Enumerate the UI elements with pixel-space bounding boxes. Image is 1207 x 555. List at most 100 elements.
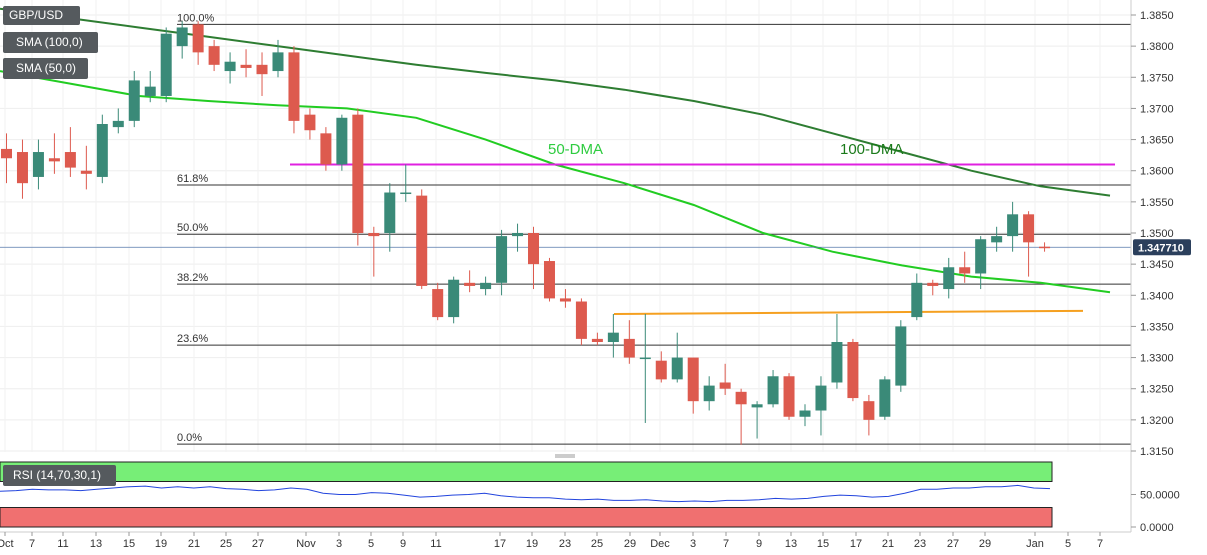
candle-body [1007, 214, 1019, 237]
legend-sma50-label: SMA (50,0) [16, 61, 77, 75]
candle-body [240, 64, 252, 68]
trend-lines [290, 163, 1115, 315]
time-tick-label: 13 [785, 538, 797, 550]
candle-body [64, 152, 76, 168]
candle-body [1023, 214, 1035, 243]
candle-body [559, 298, 571, 302]
candle-body [783, 376, 795, 417]
price-tick-label: 1.3600 [1140, 166, 1174, 178]
candle-body [591, 338, 603, 343]
legend-rsi-label: RSI (14,70,30,1) [13, 468, 102, 482]
price-tick-label: 1.3700 [1140, 103, 1174, 115]
time-tick-label: 29 [979, 538, 991, 550]
time-tick-label: 15 [123, 538, 135, 550]
candle-body [96, 124, 108, 177]
candle-body [16, 152, 28, 184]
candle-body [879, 379, 891, 417]
candle-body [895, 326, 907, 386]
candle-body [464, 282, 476, 286]
candle-body [687, 357, 699, 402]
price-tick-label: 1.3400 [1140, 290, 1174, 302]
legend-rsi[interactable]: RSI (14,70,30,1) [3, 465, 116, 486]
time-tick-label: 23 [559, 538, 571, 550]
price-tick-label: 1.3350 [1140, 321, 1174, 333]
time-tick-label: 21 [882, 538, 894, 550]
candle-body [575, 301, 587, 339]
time-tick-label: 19 [155, 538, 167, 550]
time-tick-label: 17 [850, 538, 862, 550]
candle-body [943, 267, 955, 290]
price-tick-label: 1.3800 [1140, 41, 1174, 53]
price-tick-label: 1.3650 [1140, 135, 1174, 147]
candle-body [304, 114, 316, 131]
candle-body [400, 192, 412, 195]
candle-body [448, 279, 460, 318]
candle-body [703, 385, 715, 402]
panel-separator[interactable] [0, 452, 1131, 460]
annotations: 50-DMA 100-DMA [548, 141, 903, 158]
candle-body [815, 385, 827, 411]
candles [1, 21, 1051, 445]
time-tick-label: 11 [430, 538, 441, 550]
candle-body [336, 117, 348, 165]
candle-body [719, 382, 731, 389]
rsi-line [0, 484, 1051, 503]
rsi-tick-label: 0.0000 [1140, 522, 1174, 534]
candle-body [432, 289, 444, 318]
time-tick-label: 23 [914, 538, 926, 550]
candle-body [847, 342, 859, 399]
candle-body [144, 86, 156, 96]
candle-body [1, 148, 12, 159]
candle-body [368, 233, 380, 237]
legend-symbol-label: GBP/USD [9, 8, 64, 22]
time-tick-label: 11 [57, 538, 68, 550]
time-tick-label: 21 [188, 538, 200, 550]
price-tick-label: 1.3850 [1140, 10, 1174, 22]
candle-body [48, 158, 60, 162]
candle-body [528, 233, 540, 265]
candle-body [176, 27, 188, 47]
candle-body [32, 152, 44, 177]
candle-body [128, 80, 140, 121]
price-axis: 1.3850 1.3800 1.3750 1.3700 1.3650 1.3600 1.35… [1131, 10, 1191, 458]
time-tick-label: 25 [220, 538, 232, 550]
candle-body [288, 52, 300, 121]
candle-body [799, 410, 811, 417]
candle-body [671, 357, 683, 380]
time-tick-label: 7 [1097, 538, 1103, 550]
rsi-tick-label: 50.0000 [1140, 490, 1180, 502]
time-tick-label: 3 [336, 538, 342, 550]
price-tick-label: 1.3300 [1140, 353, 1174, 365]
price-tick-label: 1.3500 [1140, 228, 1174, 240]
legend-sma100[interactable]: SMA (100,0) [3, 32, 98, 53]
price-tick-label: 1.3550 [1140, 197, 1174, 209]
price-tick-label: 1.3150 [1140, 446, 1174, 458]
legend-symbol[interactable]: GBP/USD [3, 6, 80, 25]
price-tick-label: 1.3450 [1140, 259, 1174, 271]
fib-label: 38.2% [177, 272, 208, 284]
candle-body [480, 282, 492, 290]
fib-label: 0.0% [177, 432, 202, 444]
time-axis: Oct 7 11 13 15 19 21 25 27 Nov 3 5 9 11 17 19 23 25 29 Dec 3… [0, 532, 1103, 550]
candle-body [160, 33, 172, 96]
candle-body [208, 46, 220, 65]
price-tick-label: 1.3750 [1140, 72, 1174, 84]
candle-body [256, 64, 268, 75]
annotation-50dma: 50-DMA [548, 141, 603, 158]
current-price-badge [1133, 239, 1191, 256]
time-tick-label: Nov [296, 538, 316, 550]
candle-body [751, 404, 763, 408]
annotation-100dma: 100-DMA [840, 141, 903, 158]
candle-body [927, 282, 939, 286]
legend-sma50[interactable]: SMA (50,0) [3, 58, 88, 79]
candle-body [911, 282, 923, 318]
time-tick-label: 27 [947, 538, 959, 550]
time-tick-label: 15 [817, 538, 829, 550]
price-tick-label: 1.3200 [1140, 415, 1174, 427]
time-tick-label: 19 [526, 538, 538, 550]
candle-body [496, 236, 508, 283]
candle-body [224, 61, 236, 72]
candle-body [192, 24, 204, 53]
time-tick-label: 27 [252, 538, 264, 550]
time-tick-label: 7 [29, 538, 35, 550]
